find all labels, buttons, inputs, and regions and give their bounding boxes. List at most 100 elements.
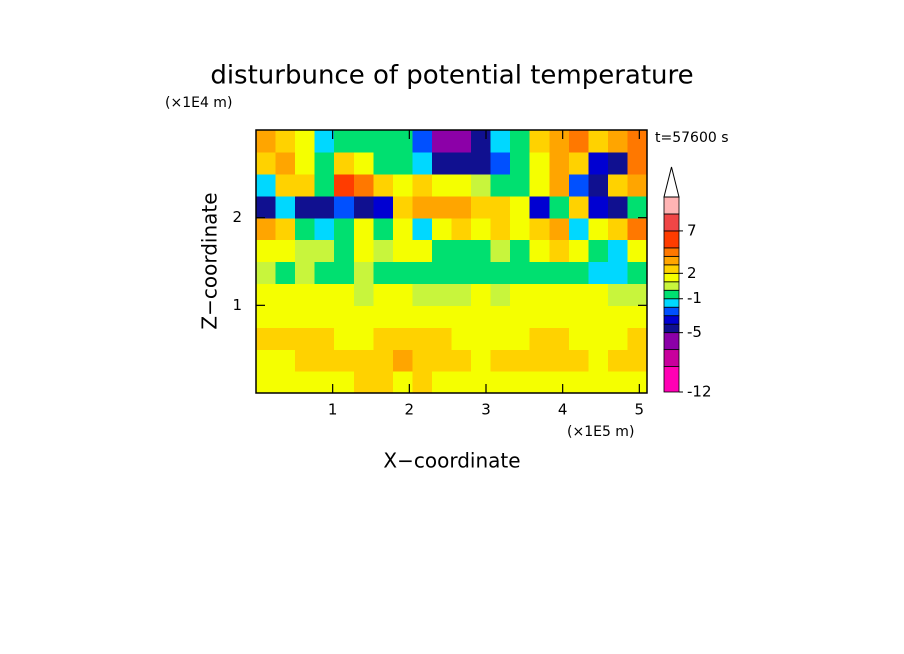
cell bbox=[568, 195, 589, 219]
cell bbox=[373, 349, 394, 372]
cell bbox=[607, 239, 629, 263]
cell bbox=[568, 371, 589, 394]
cell bbox=[607, 371, 629, 394]
cell bbox=[275, 217, 296, 241]
cell bbox=[568, 283, 589, 306]
colorbar-bin bbox=[663, 247, 680, 257]
cell bbox=[627, 239, 648, 263]
cell bbox=[471, 151, 492, 175]
cell bbox=[431, 173, 453, 197]
cell bbox=[627, 217, 648, 241]
cell bbox=[588, 239, 609, 263]
cell bbox=[627, 195, 648, 219]
cell bbox=[568, 239, 589, 263]
cell bbox=[431, 305, 453, 328]
cell bbox=[568, 217, 589, 241]
cell bbox=[588, 283, 609, 306]
cell bbox=[314, 217, 335, 241]
cell bbox=[295, 195, 316, 219]
cell bbox=[431, 261, 453, 285]
cell bbox=[607, 173, 629, 197]
cell bbox=[568, 349, 589, 372]
cell bbox=[431, 349, 453, 372]
cell bbox=[353, 349, 374, 372]
cell bbox=[588, 305, 609, 328]
cell bbox=[549, 151, 570, 175]
x-unit: (×1E5 m) bbox=[567, 424, 634, 440]
cell bbox=[451, 371, 472, 394]
cell bbox=[353, 239, 374, 263]
colorbar-label: 7 bbox=[687, 221, 697, 239]
cell bbox=[295, 151, 316, 175]
cell bbox=[607, 349, 629, 372]
cell bbox=[373, 151, 394, 175]
cell bbox=[256, 239, 277, 263]
cell bbox=[431, 151, 453, 175]
cell bbox=[549, 195, 570, 219]
cell bbox=[256, 283, 277, 306]
cell bbox=[529, 305, 550, 328]
colorbar-bin bbox=[663, 315, 680, 325]
cell bbox=[627, 261, 648, 285]
cell bbox=[412, 173, 433, 197]
cell bbox=[431, 130, 453, 153]
cell bbox=[412, 371, 433, 394]
cell bbox=[627, 349, 648, 372]
cell bbox=[607, 217, 629, 241]
cell bbox=[471, 305, 492, 328]
cell bbox=[392, 283, 413, 306]
axes: 1 2 3 4 5 1 2 bbox=[232, 129, 648, 419]
cell bbox=[373, 130, 394, 153]
colorbar-bin bbox=[663, 349, 680, 367]
cell bbox=[451, 305, 472, 328]
cell bbox=[275, 261, 296, 285]
x-tick-label: 4 bbox=[558, 401, 568, 419]
cell bbox=[431, 283, 453, 306]
cell bbox=[549, 173, 570, 197]
cell bbox=[431, 217, 453, 241]
cell bbox=[353, 371, 374, 394]
cell bbox=[353, 173, 374, 197]
cell bbox=[588, 130, 609, 153]
cell bbox=[392, 305, 413, 328]
cell bbox=[256, 195, 277, 219]
cell bbox=[510, 151, 531, 175]
cell bbox=[588, 371, 609, 394]
cell bbox=[471, 239, 492, 263]
cell bbox=[295, 173, 316, 197]
cell bbox=[373, 327, 394, 350]
cell bbox=[314, 371, 335, 394]
colorbar-bin bbox=[663, 255, 680, 266]
cell bbox=[334, 130, 355, 153]
cell bbox=[334, 239, 355, 263]
colorbar-bin bbox=[663, 332, 680, 351]
cell bbox=[412, 283, 433, 306]
cell bbox=[295, 239, 316, 263]
cell bbox=[275, 151, 296, 175]
cell bbox=[510, 217, 531, 241]
cell bbox=[295, 327, 316, 350]
cell bbox=[451, 349, 472, 372]
cell bbox=[353, 195, 374, 219]
cell bbox=[471, 283, 492, 306]
cell bbox=[392, 239, 413, 263]
cell bbox=[295, 130, 316, 153]
y-axis-title: Z−coordinate bbox=[198, 192, 222, 329]
cell bbox=[334, 371, 355, 394]
cell bbox=[275, 173, 296, 197]
x-tick-label: 1 bbox=[328, 401, 338, 419]
cell bbox=[549, 239, 570, 263]
cell bbox=[510, 371, 531, 394]
cell bbox=[549, 305, 570, 328]
cell bbox=[588, 261, 609, 285]
cell bbox=[627, 130, 648, 153]
colorbar-bin bbox=[663, 323, 680, 334]
cell bbox=[353, 327, 374, 350]
cell bbox=[412, 195, 433, 219]
cell bbox=[353, 130, 374, 153]
cell bbox=[392, 173, 413, 197]
colorbar-label: -12 bbox=[687, 383, 712, 401]
cell bbox=[568, 173, 589, 197]
cell bbox=[451, 195, 472, 219]
cell bbox=[314, 283, 335, 306]
